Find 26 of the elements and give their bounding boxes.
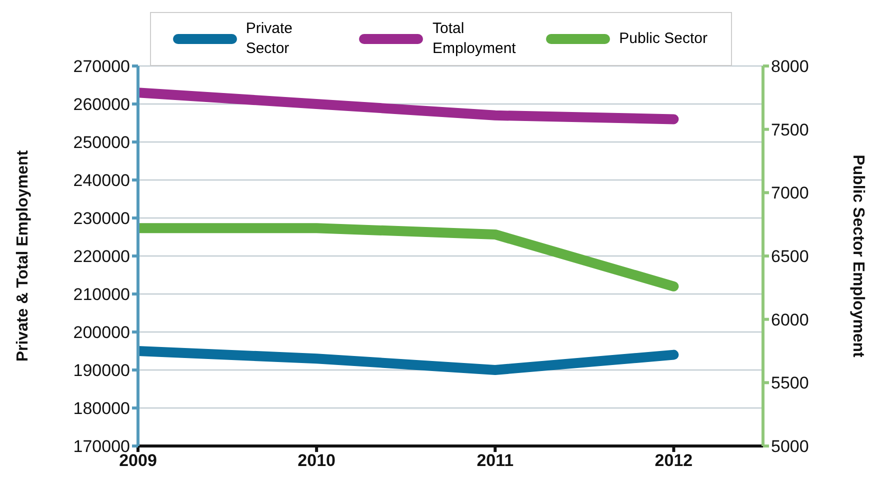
y-tick-label: 210000: [73, 285, 130, 304]
x-tick-label: 2011: [476, 451, 514, 470]
y-tick-label: 250000: [73, 133, 130, 152]
x-tick-label: 2009: [119, 451, 157, 470]
y-tick-label: 190000: [73, 361, 130, 380]
y-tick-label: 220000: [73, 247, 130, 266]
y2-tick-label: 5500: [771, 374, 809, 393]
y2-tick-label: 8000: [771, 57, 809, 76]
y-tick-label: 240000: [73, 171, 130, 190]
y2-tick-label: 7000: [771, 184, 809, 203]
y-tick-label: 260000: [73, 95, 130, 114]
legend-label: Public Sector: [619, 29, 709, 49]
y-tick-label: 180000: [73, 399, 130, 418]
x-tick-label: 2010: [298, 451, 336, 470]
legend-label: Total Employment: [432, 19, 517, 59]
legend-label: Private Sector: [246, 19, 294, 59]
y2-tick-label: 6500: [771, 247, 809, 266]
y-tick-label: 270000: [73, 57, 130, 76]
y2-tick-label: 5000: [771, 437, 809, 456]
y2-tick-label: 6000: [771, 310, 809, 330]
y-tick-label: 230000: [73, 209, 130, 228]
y-axis-title: Private & Total Employment: [14, 150, 32, 362]
y2-tick-label: 7500: [771, 120, 809, 140]
y-tick-label: 200000: [73, 323, 130, 342]
x-tick-label: 2012: [654, 451, 693, 470]
y2-axis-title: Public Sector Employment: [849, 154, 866, 358]
